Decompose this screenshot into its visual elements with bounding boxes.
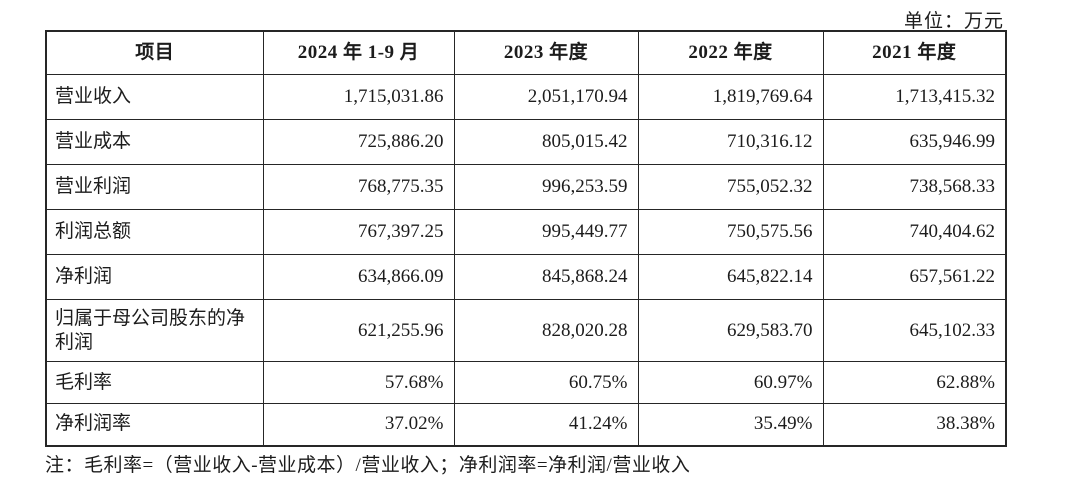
cell-value: 2,051,170.94 <box>453 74 639 120</box>
cell-value: 645,102.33 <box>822 299 1007 362</box>
column-header-2021: 2021 年度 <box>822 30 1007 75</box>
table-row-cost: 营业成本 725,886.20 805,015.42 710,316.12 63… <box>45 119 1007 165</box>
cell-value: 805,015.42 <box>453 119 639 165</box>
column-header-2024: 2024 年 1-9 月 <box>262 30 455 75</box>
cell-value: 60.75% <box>453 361 639 404</box>
unit-label: 单位：万元 <box>903 11 1004 32</box>
cell-value: 767,397.25 <box>262 209 455 255</box>
cell-value: 845,868.24 <box>453 254 639 300</box>
column-header-2022: 2022 年度 <box>637 30 824 75</box>
cell-value: 634,866.09 <box>262 254 455 300</box>
cell-value: 750,575.56 <box>637 209 824 255</box>
row-label: 毛利率 <box>45 361 264 404</box>
cell-value: 35.49% <box>637 403 824 446</box>
footnote: 注：毛利率=（营业收入-营业成本）/营业收入；净利润率=净利润/营业收入 <box>45 455 691 476</box>
cell-value: 62.88% <box>822 361 1007 404</box>
cell-value: 645,822.14 <box>637 254 824 300</box>
cell-value: 60.97% <box>637 361 824 404</box>
row-label: 营业利润 <box>45 164 264 210</box>
row-label: 净利润 <box>45 254 264 300</box>
table-row-total-profit: 利润总额 767,397.25 995,449.77 750,575.56 74… <box>45 209 1007 255</box>
cell-value: 996,253.59 <box>453 164 639 210</box>
row-label: 净利润率 <box>45 403 264 446</box>
cell-value: 1,819,769.64 <box>637 74 824 120</box>
financial-summary-table: 项目 2024 年 1-9 月 2023 年度 2022 年度 2021 年度 … <box>45 30 1007 447</box>
cell-value: 41.24% <box>453 403 639 446</box>
cell-value: 1,715,031.86 <box>262 74 455 120</box>
cell-value: 828,020.28 <box>453 299 639 362</box>
cell-value: 725,886.20 <box>262 119 455 165</box>
table-row-operating-profit: 营业利润 768,775.35 996,253.59 755,052.32 73… <box>45 164 1007 210</box>
row-label: 利润总额 <box>45 209 264 255</box>
cell-value: 995,449.77 <box>453 209 639 255</box>
column-header-item: 项目 <box>45 30 264 75</box>
table-row-parent-net-profit: 归属于母公司股东的净利润 621,255.96 828,020.28 629,5… <box>45 299 1007 362</box>
row-label: 归属于母公司股东的净利润 <box>45 299 264 362</box>
cell-value: 38.38% <box>822 403 1007 446</box>
cell-value: 657,561.22 <box>822 254 1007 300</box>
cell-value: 629,583.70 <box>637 299 824 362</box>
row-label: 营业收入 <box>45 74 264 120</box>
column-header-2023: 2023 年度 <box>453 30 639 75</box>
cell-value: 635,946.99 <box>822 119 1007 165</box>
table-row-net-profit: 净利润 634,866.09 845,868.24 645,822.14 657… <box>45 254 1007 300</box>
cell-value: 755,052.32 <box>637 164 824 210</box>
cell-value: 710,316.12 <box>637 119 824 165</box>
cell-value: 1,713,415.32 <box>822 74 1007 120</box>
table-row-gross-margin: 毛利率 57.68% 60.75% 60.97% 62.88% <box>45 361 1007 404</box>
table-row-revenue: 营业收入 1,715,031.86 2,051,170.94 1,819,769… <box>45 74 1007 120</box>
header-row: 项目 2024 年 1-9 月 2023 年度 2022 年度 2021 年度 <box>45 30 1007 75</box>
row-label: 营业成本 <box>45 119 264 165</box>
cell-value: 740,404.62 <box>822 209 1007 255</box>
cell-value: 768,775.35 <box>262 164 455 210</box>
cell-value: 57.68% <box>262 361 455 404</box>
cell-value: 621,255.96 <box>262 299 455 362</box>
table-row-net-margin: 净利润率 37.02% 41.24% 35.49% 38.38% <box>45 403 1007 446</box>
cell-value: 738,568.33 <box>822 164 1007 210</box>
cell-value: 37.02% <box>262 403 455 446</box>
